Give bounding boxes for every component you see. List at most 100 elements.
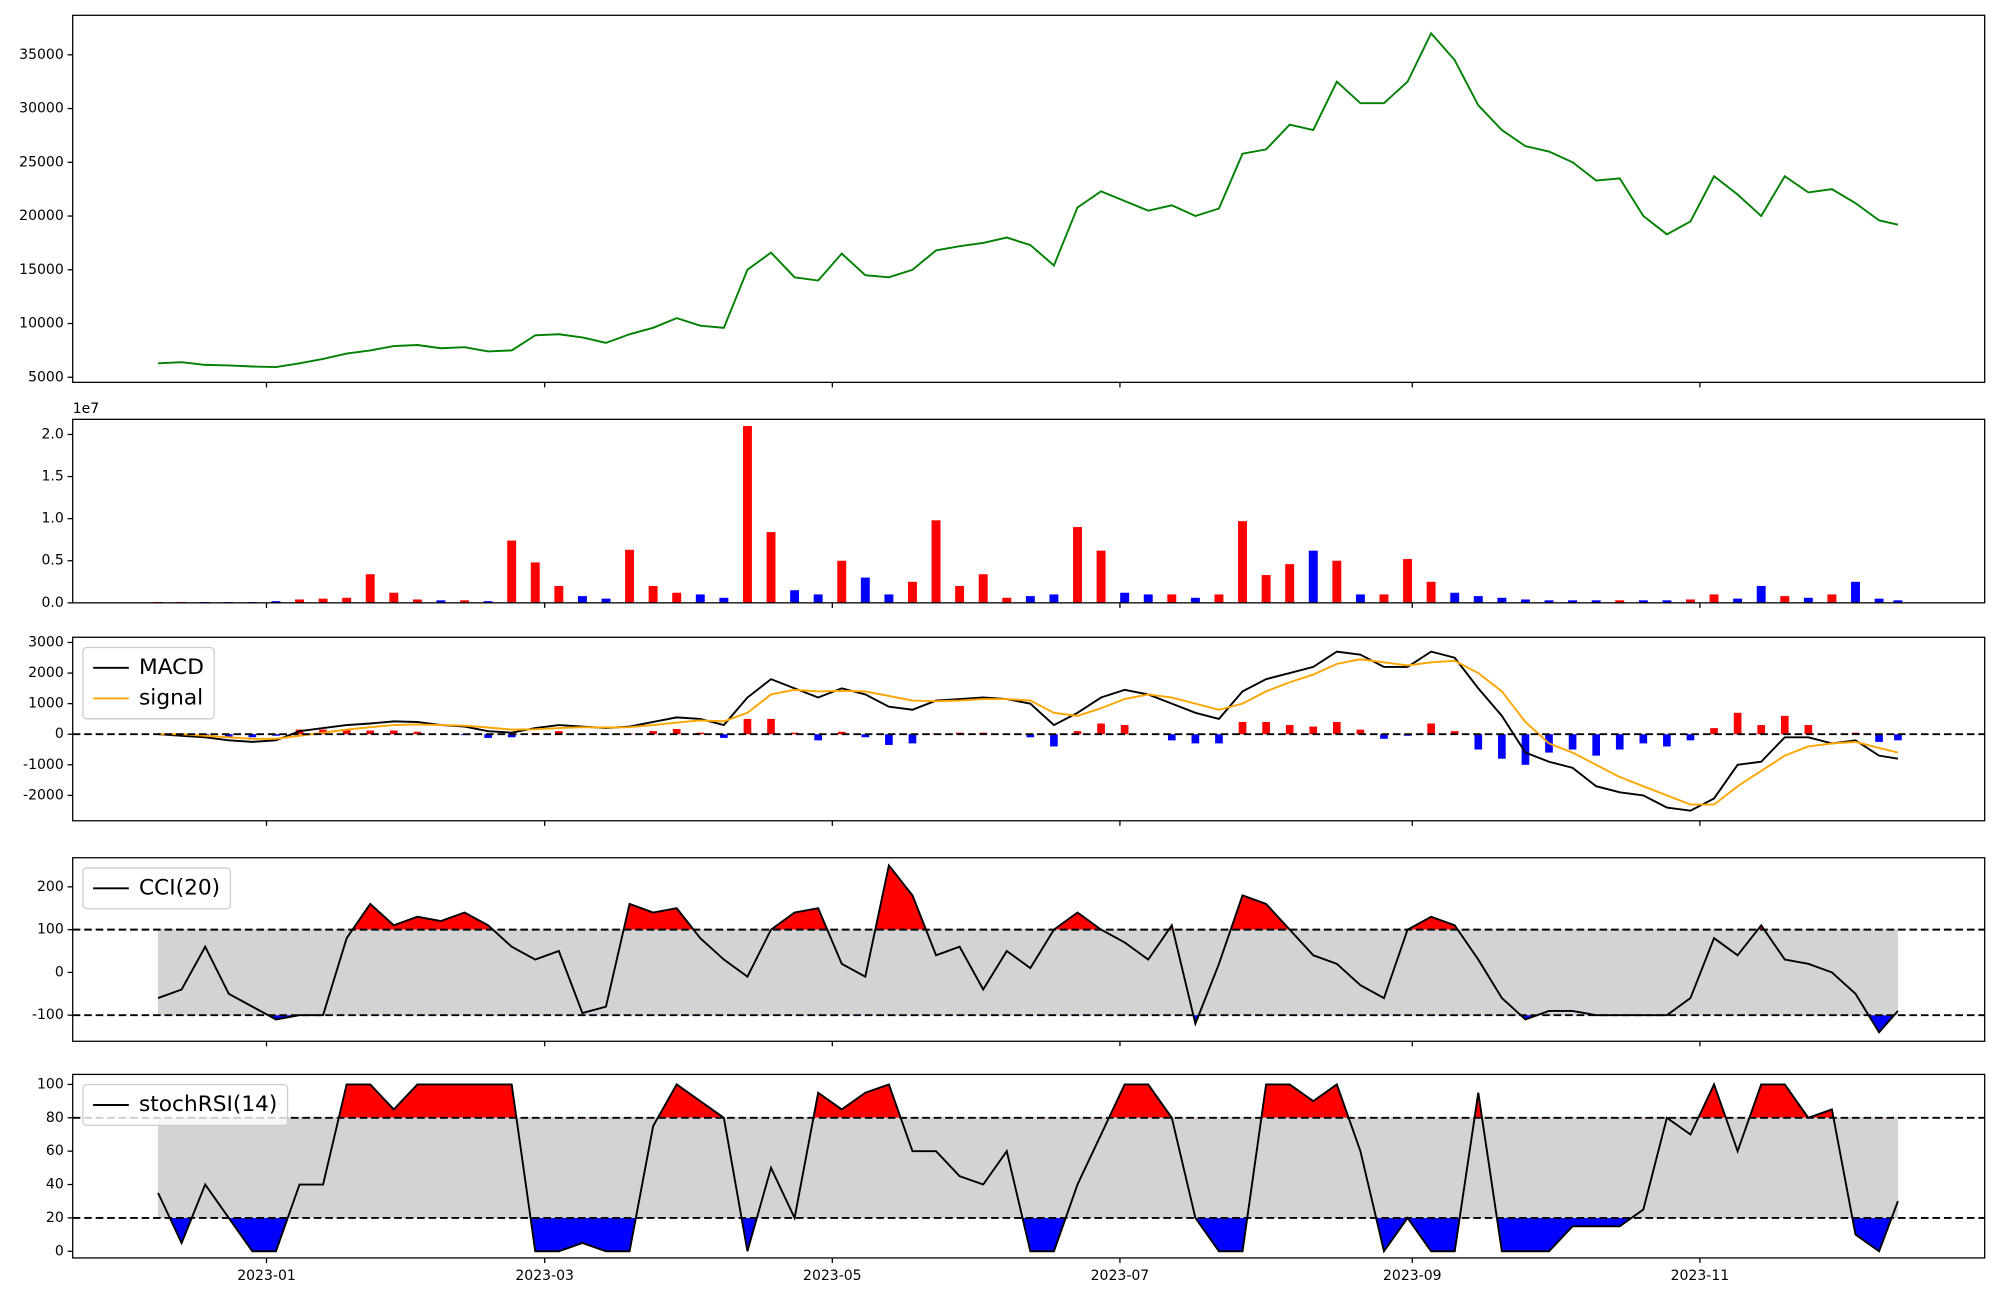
y-tick-label: 2.0 (41, 426, 63, 442)
y-tick-label: 1.0 (41, 511, 63, 527)
volume-bar (342, 597, 352, 603)
histogram-bar (1262, 721, 1270, 735)
y-tick-label: 60 (46, 1143, 64, 1159)
volume-bar (389, 592, 399, 603)
volume-bar (1261, 575, 1271, 603)
histogram-bar (1097, 723, 1105, 735)
volume-bar (1520, 599, 1530, 603)
volume-bar (1615, 600, 1625, 603)
band (158, 929, 1898, 1016)
volume-bar (1120, 592, 1130, 603)
plot-area (72, 650, 1985, 812)
histogram-bar (696, 732, 705, 735)
volume-bar (1473, 596, 1483, 603)
volume-bar (1096, 550, 1106, 603)
volume-bar (577, 596, 587, 603)
volume-bar (1426, 581, 1436, 603)
volume-bar (271, 601, 281, 603)
volume-bar (1049, 594, 1059, 603)
volume-bar (884, 594, 894, 603)
histogram-bar (1639, 734, 1648, 744)
volume-bar (1285, 564, 1295, 603)
plot-area (158, 31, 1899, 369)
histogram-bar (1167, 734, 1176, 741)
histogram-bar (555, 731, 563, 735)
volume-bar (1332, 560, 1342, 603)
plot-area (72, 1081, 1985, 1254)
histogram-bar (743, 718, 752, 735)
y-tick-label: -1000 (23, 757, 64, 773)
lower-fill (158, 1217, 1898, 1252)
plot-area (72, 863, 1985, 1034)
series-line (158, 658, 1899, 806)
volume-bar (1756, 586, 1766, 603)
histogram-bar (814, 734, 822, 741)
histogram-bar (1427, 723, 1435, 735)
histogram-bar (1663, 734, 1671, 747)
y-tick-label: 10000 (19, 316, 64, 332)
band (158, 1117, 1898, 1218)
offset-label: 1e7 (73, 401, 99, 417)
volume-bar (695, 594, 705, 603)
volume-bar (1709, 594, 1719, 603)
volume-bar (507, 540, 517, 603)
histogram-bar (861, 734, 870, 738)
plot-area (153, 426, 1903, 603)
volume-bar (412, 599, 422, 603)
histogram-bar (413, 731, 422, 735)
y-tick-label: 0.5 (41, 553, 63, 569)
histogram-bar (1592, 734, 1600, 756)
histogram-bar (1710, 728, 1718, 735)
histogram-bar (1757, 725, 1766, 735)
volume-bar (1025, 596, 1035, 603)
histogram-bar (484, 734, 492, 738)
volume-bar (318, 598, 328, 603)
volume-bar (1073, 527, 1082, 603)
histogram-bar (720, 734, 728, 738)
y-tick-label: 0 (55, 726, 64, 742)
legend (82, 1083, 289, 1127)
histogram-bar (767, 718, 775, 735)
histogram-bar (1380, 734, 1388, 739)
volume-bar (1568, 600, 1578, 603)
volume-bar (530, 562, 540, 603)
histogram-bar (1686, 734, 1695, 741)
histogram-bar (1733, 712, 1742, 735)
x-tick-label: 2023-07 (1091, 1268, 1150, 1284)
histogram-bar (1568, 734, 1577, 750)
panel-frame (72, 14, 1986, 383)
histogram-bar (366, 730, 375, 735)
volume-bar (1002, 597, 1012, 603)
legend (82, 646, 215, 720)
volume-bar (1167, 594, 1177, 603)
volume-bar (554, 586, 564, 603)
legend-label: signal (139, 685, 203, 710)
histogram-bar (224, 734, 233, 738)
y-tick-label: 35000 (19, 47, 64, 63)
y-tick-label: 20 (46, 1210, 64, 1226)
histogram-bar (1285, 725, 1294, 735)
volume-bar (719, 597, 729, 603)
volume-bar (625, 549, 635, 603)
histogram-bar (272, 734, 280, 736)
histogram-bar (672, 729, 681, 735)
histogram-bar (1780, 715, 1789, 735)
histogram-bar (1215, 734, 1223, 744)
volume-bar (837, 560, 847, 603)
volume-bar (1780, 596, 1790, 603)
y-tick-label: 0 (55, 964, 64, 980)
y-tick-label: 100 (37, 922, 64, 938)
volume-bar (1190, 597, 1200, 603)
volume-bar (1893, 600, 1903, 603)
series-line (158, 31, 1899, 369)
x-tick-label: 2023-01 (237, 1268, 296, 1284)
volume-bar (1591, 600, 1601, 603)
histogram-bar (1238, 721, 1247, 735)
histogram-bar (1474, 734, 1483, 750)
legend-label: MACD (139, 655, 204, 680)
volume-bar (1827, 594, 1837, 603)
volume-bar (1143, 594, 1153, 603)
y-tick-label: 2000 (28, 665, 64, 681)
y-tick-label: 100 (37, 1076, 64, 1092)
